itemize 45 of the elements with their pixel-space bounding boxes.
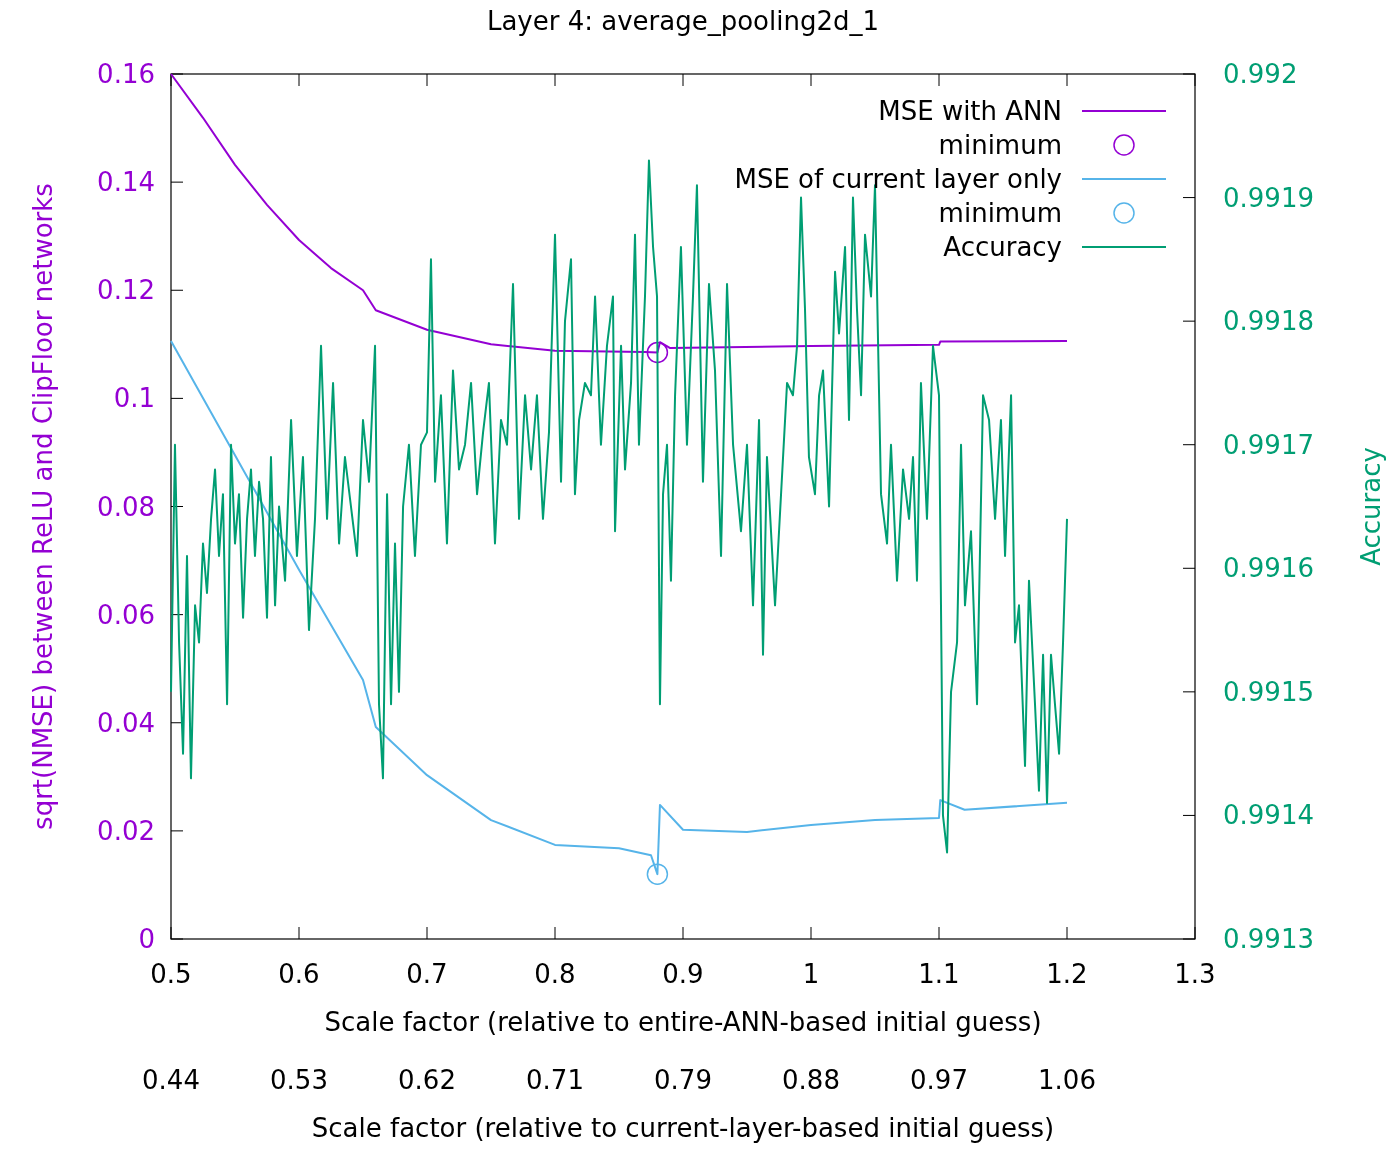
y2-tick-label: 0.9917 [1223, 429, 1314, 460]
x2-tick-label: 0.44 [142, 1065, 200, 1095]
y-tick-label: 0 [138, 924, 155, 954]
y2-tick-label: 0.9913 [1223, 924, 1314, 954]
y2-tick-label: 0.992 [1223, 59, 1298, 89]
legend-label: Accuracy [943, 232, 1062, 262]
legend-label: MSE of current layer only [734, 164, 1062, 194]
x-tick-label: 0.5 [150, 959, 192, 989]
x-tick-label: 1.1 [918, 959, 960, 989]
line-series [170, 159, 1068, 854]
y2-axis-title: Accuracy [1356, 447, 1386, 566]
x-tick-label: 0.7 [406, 959, 448, 989]
y-tick-label: 0.12 [97, 275, 155, 306]
x2-axis-title: Scale factor (relative to current-layer-based initial guess) [311, 1113, 1055, 1143]
y2-tick-label: 0.9916 [1223, 553, 1314, 584]
y2-tick-label: 0.9915 [1223, 676, 1314, 707]
x-tick-label: 1.2 [1046, 959, 1088, 989]
y-tick-label: 0.02 [97, 815, 155, 846]
y-tick-label: 0.14 [97, 167, 155, 198]
x-axis-title: Scale factor (relative to entire-ANN-based initial guess) [324, 1007, 1042, 1037]
y-tick-label: 0.1 [113, 383, 155, 414]
y-tick-label: 0.16 [97, 59, 155, 89]
x-tick-label: 1.3 [1174, 959, 1216, 989]
x2-tick-label: 1.06 [1038, 1065, 1096, 1095]
x-tick-label: 0.6 [278, 959, 320, 989]
y-axis-title: sqrt(NMSE) between ReLU and ClipFloor networks [28, 183, 58, 830]
x-tick-label: 0.9 [662, 959, 704, 989]
y-tick-label: 0.04 [97, 707, 155, 738]
y-tick-label: 0.06 [97, 599, 155, 630]
y-tick-label: 0.08 [97, 491, 155, 522]
y2-tick-label: 0.9919 [1223, 182, 1314, 213]
x2-tick-label: 0.88 [782, 1065, 840, 1095]
y2-tick-label: 0.9918 [1223, 306, 1314, 337]
x2-tick-label: 0.53 [270, 1065, 328, 1095]
legend-label: MSE with ANN [878, 96, 1062, 126]
x2-tick-label: 0.79 [654, 1065, 712, 1095]
x2-tick-label: 0.97 [910, 1065, 968, 1095]
x-tick-label: 1 [802, 959, 820, 989]
x2-tick-label: 0.62 [398, 1065, 456, 1095]
y2-tick-label: 0.9914 [1223, 800, 1314, 831]
chart-title: Layer 4: average_pooling2d_1 [486, 6, 880, 36]
x-tick-label: 0.8 [534, 959, 576, 989]
legend-label: minimum [938, 198, 1062, 228]
x2-tick-label: 0.71 [526, 1065, 584, 1095]
legend-label: minimum [938, 130, 1062, 160]
